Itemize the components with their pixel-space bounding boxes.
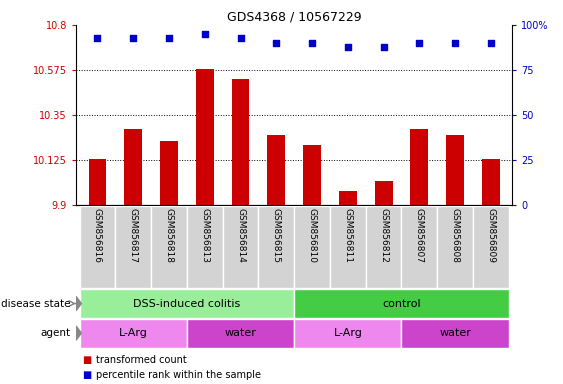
Bar (401, 319, 509, 348)
Text: percentile rank within the sample: percentile rank within the sample (96, 370, 261, 380)
Text: GSM856808: GSM856808 (450, 208, 459, 263)
Bar (115, 206, 151, 288)
Bar (294, 319, 401, 348)
Bar (366, 206, 401, 288)
Point (415, 40, 424, 46)
Point (129, 35, 138, 41)
Text: transformed count: transformed count (96, 355, 186, 365)
Bar (294, 206, 330, 288)
Text: GSM856810: GSM856810 (307, 208, 316, 263)
Text: ■: ■ (82, 370, 91, 380)
Bar (258, 206, 294, 288)
Bar (79, 289, 294, 318)
Point (272, 40, 281, 46)
Point (93, 35, 102, 41)
Bar (303, 145, 321, 205)
Polygon shape (76, 326, 82, 340)
Bar (437, 206, 473, 288)
Text: GSM856809: GSM856809 (486, 208, 495, 263)
Point (450, 40, 459, 46)
Text: L-Arg: L-Arg (119, 328, 148, 338)
Text: GSM856818: GSM856818 (164, 208, 173, 263)
Text: ■: ■ (82, 355, 91, 365)
Text: L-Arg: L-Arg (333, 328, 362, 338)
Bar (267, 135, 285, 205)
Text: GSM856807: GSM856807 (415, 208, 424, 263)
Bar (196, 69, 214, 205)
Text: GSM856814: GSM856814 (236, 208, 245, 263)
Bar (374, 181, 392, 205)
Point (236, 35, 245, 41)
Bar (124, 129, 142, 205)
Bar (231, 79, 249, 205)
Bar (222, 206, 258, 288)
Bar (79, 319, 187, 348)
Point (200, 31, 209, 37)
Bar (88, 159, 106, 205)
Text: water: water (225, 328, 257, 338)
Text: water: water (439, 328, 471, 338)
Text: GSM856811: GSM856811 (343, 208, 352, 263)
Point (164, 35, 173, 41)
Text: control: control (382, 298, 421, 309)
Bar (187, 206, 222, 288)
Bar (473, 206, 509, 288)
Bar (79, 206, 115, 288)
Text: DSS-induced colitis: DSS-induced colitis (133, 298, 240, 309)
Text: agent: agent (40, 328, 70, 338)
Point (379, 43, 388, 50)
Bar (446, 135, 464, 205)
Polygon shape (76, 296, 82, 311)
Title: GDS4368 / 10567229: GDS4368 / 10567229 (227, 11, 361, 24)
Bar (151, 206, 187, 288)
Bar (330, 206, 366, 288)
Text: GSM856815: GSM856815 (272, 208, 281, 263)
Text: GSM856816: GSM856816 (93, 208, 102, 263)
Bar (187, 319, 294, 348)
Bar (160, 141, 178, 205)
Bar (294, 289, 509, 318)
Text: GSM856817: GSM856817 (129, 208, 138, 263)
Point (343, 43, 352, 50)
Text: GSM856812: GSM856812 (379, 208, 388, 263)
Text: GSM856813: GSM856813 (200, 208, 209, 263)
Bar (410, 129, 428, 205)
Bar (401, 206, 437, 288)
Point (486, 40, 495, 46)
Point (307, 40, 316, 46)
Bar (339, 191, 357, 205)
Text: disease state: disease state (1, 298, 70, 309)
Bar (482, 159, 500, 205)
